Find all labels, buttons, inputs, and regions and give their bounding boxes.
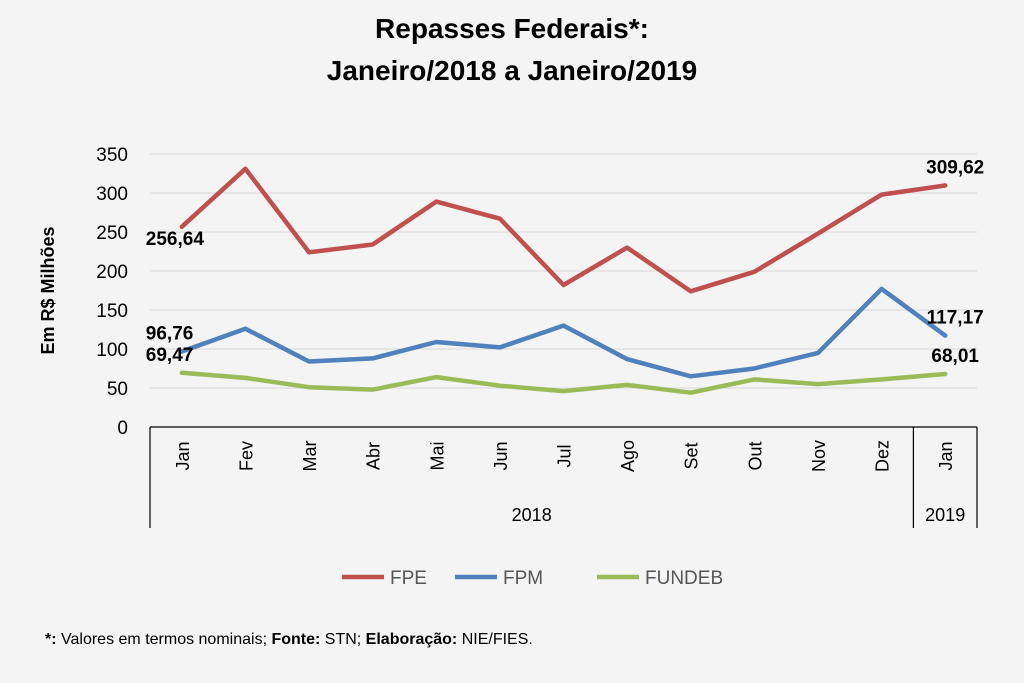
chart-title-line: Janeiro/2018 a Janeiro/2019 bbox=[327, 55, 697, 86]
x-tick-label: Nov bbox=[809, 440, 829, 472]
x-tick-label: Jan bbox=[173, 441, 193, 470]
footnote-fonte-value: STN; bbox=[320, 631, 366, 648]
footnote-elaboracao-label: Elaboração: bbox=[365, 631, 458, 648]
x-tick-label: Abr bbox=[364, 442, 384, 470]
y-tick-label: 150 bbox=[96, 301, 128, 322]
data-label: 68,01 bbox=[931, 346, 979, 367]
data-label: 96,76 bbox=[146, 324, 194, 345]
x-tick-label: Set bbox=[682, 442, 702, 469]
footnote: *: Valores em termos nominais; Fonte: ST… bbox=[45, 631, 533, 649]
y-tick-label: 350 bbox=[96, 145, 128, 166]
legend-item-fpe: FPE bbox=[342, 568, 427, 589]
y-axis-label: Em R$ Milhões bbox=[38, 226, 58, 354]
y-tick-label: 200 bbox=[96, 262, 128, 283]
legend-item-fundeb: FUNDEB bbox=[597, 568, 723, 589]
series-line-fundeb bbox=[179, 370, 948, 395]
x-tick-label: Fev bbox=[236, 441, 256, 471]
y-tick-label: 250 bbox=[96, 223, 128, 244]
chart-title-line: Repasses Federais*: bbox=[375, 13, 649, 44]
x-tick-label: Jun bbox=[491, 441, 511, 470]
footnote-fonte-label: Fonte: bbox=[271, 631, 321, 648]
legend-label: FPM bbox=[503, 568, 543, 589]
x-tick-label: Out bbox=[745, 441, 765, 470]
y-tick-label: 0 bbox=[117, 418, 128, 439]
footnote-text: Valores em termos nominais; bbox=[56, 631, 272, 648]
x-tick-label: Dez bbox=[873, 440, 893, 472]
y-tick-label: 50 bbox=[107, 379, 128, 400]
x-tick-label: Jul bbox=[555, 444, 575, 467]
series-line-fpe bbox=[179, 166, 948, 294]
x-tick-label: Mar bbox=[300, 440, 320, 471]
y-tick-label: 100 bbox=[96, 340, 128, 361]
line-chart: Repasses Federais*: Janeiro/2018 a Janeir… bbox=[38, 13, 984, 589]
footnote-star: *: bbox=[45, 631, 57, 648]
data-label: 256,64 bbox=[146, 229, 205, 250]
data-label: 117,17 bbox=[927, 308, 984, 329]
legend-label: FUNDEB bbox=[645, 568, 723, 589]
legend-item-fpm: FPM bbox=[455, 568, 543, 589]
data-label: 69,47 bbox=[146, 345, 194, 366]
footnote-elaboracao-value: NIE/FIES. bbox=[457, 631, 533, 648]
x-tick-label: Ago bbox=[618, 440, 638, 472]
data-label: 309,62 bbox=[926, 157, 984, 178]
y-tick-label: 300 bbox=[96, 184, 128, 205]
x-tick-label: Mai bbox=[427, 441, 447, 470]
x-group-label: 2019 bbox=[925, 505, 965, 525]
series-line-fpm bbox=[179, 286, 948, 379]
legend-label: FPE bbox=[390, 568, 427, 589]
x-group-label: 2018 bbox=[512, 505, 552, 525]
x-tick-label: Jan bbox=[936, 441, 956, 470]
